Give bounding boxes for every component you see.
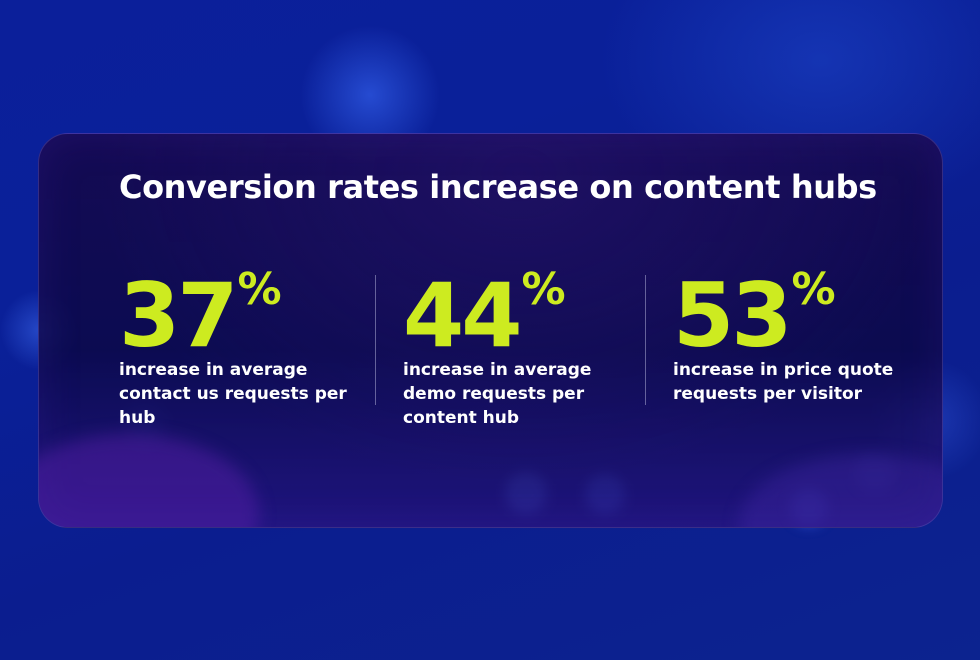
stat-number: 37 xyxy=(119,264,238,367)
stat-price-quote-requests: 53 % increase in price quote requests pe… xyxy=(673,268,909,406)
stat-percent-sign: % xyxy=(237,264,282,315)
card-glow xyxy=(739,454,942,527)
card-title: Conversion rates increase on content hub… xyxy=(119,168,877,206)
stat-percent-sign: % xyxy=(791,264,836,315)
stat-description: increase in average demo requests per co… xyxy=(403,360,592,428)
stat-contact-requests: 37 % increase in average contact us requ… xyxy=(119,268,355,430)
stat-number: 53 xyxy=(673,264,792,367)
stat-number: 44 xyxy=(403,264,522,367)
stat-description: increase in price quote requests per vis… xyxy=(673,360,894,404)
stat-divider xyxy=(645,275,646,405)
stats-card: Conversion rates increase on content hub… xyxy=(38,133,943,528)
stat-value: 37 % xyxy=(119,268,355,360)
stat-divider xyxy=(375,275,376,405)
stat-value: 53 % xyxy=(673,268,909,360)
stat-value: 44 % xyxy=(403,268,639,360)
stat-demo-requests: 44 % increase in average demo requests p… xyxy=(403,268,639,430)
card-glow xyxy=(39,434,259,527)
stat-description: increase in average contact us requests … xyxy=(119,360,347,428)
stat-percent-sign: % xyxy=(521,264,566,315)
